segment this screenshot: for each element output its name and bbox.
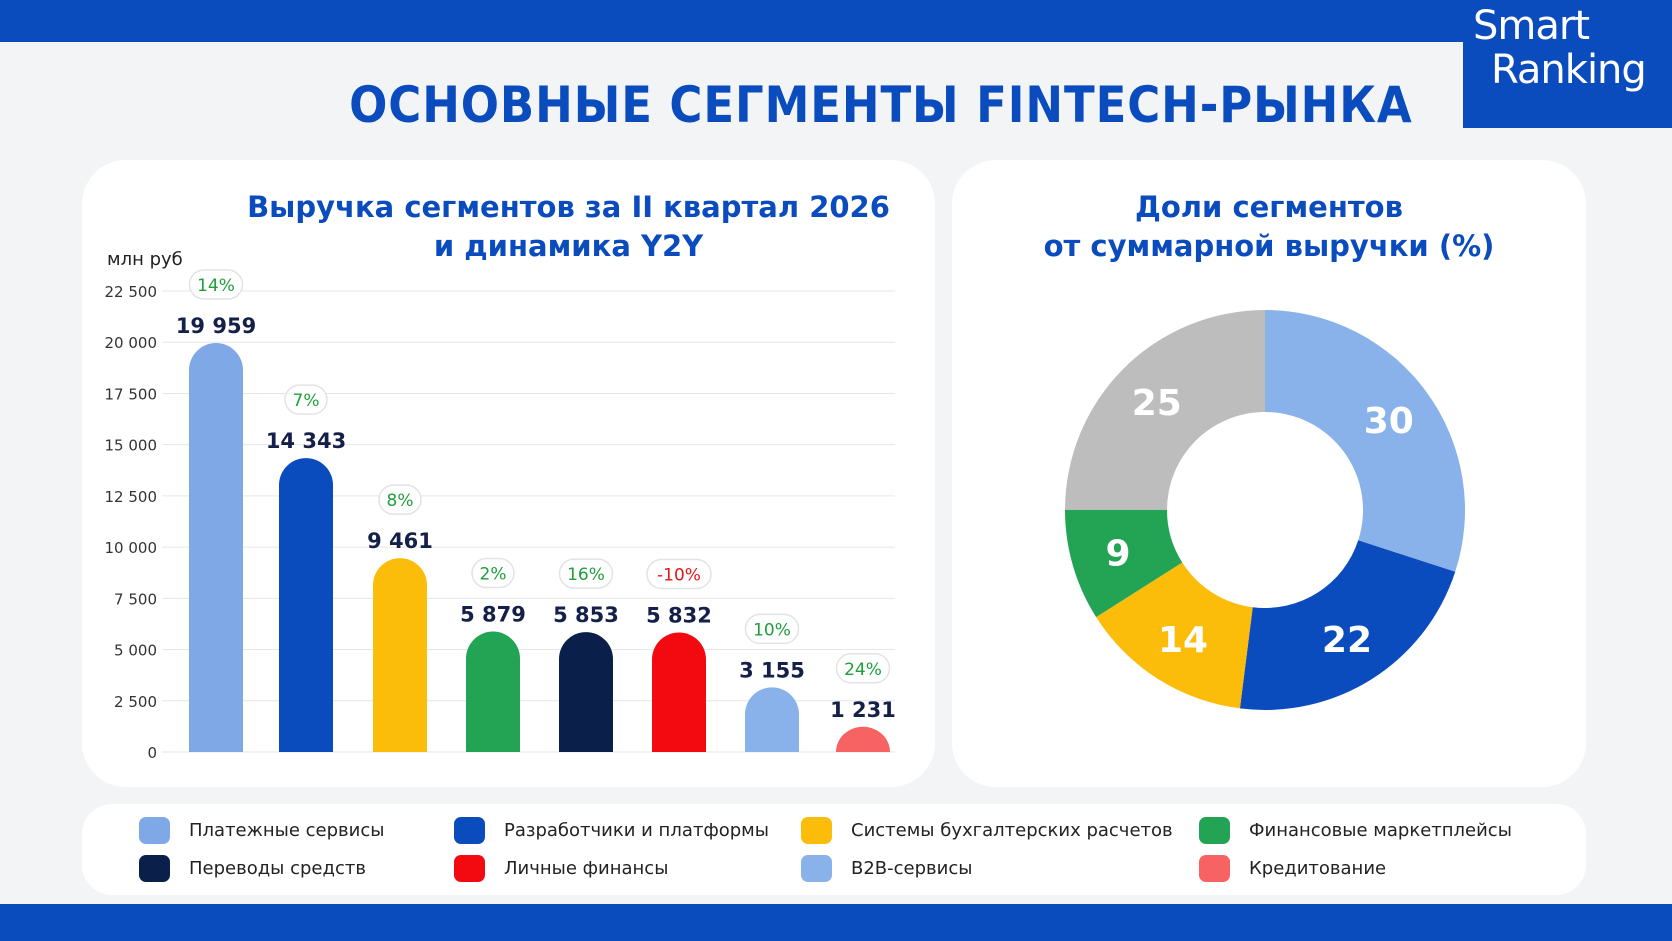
bar xyxy=(559,632,613,752)
donut-slice xyxy=(1265,310,1466,572)
bar xyxy=(466,631,520,752)
bar xyxy=(189,343,243,752)
donut-slice xyxy=(1239,540,1456,710)
donut-slice-label: 22 xyxy=(1322,620,1372,661)
pie-chart-title-line-1: Доли сегментов xyxy=(1135,190,1403,224)
growth-label: 7% xyxy=(293,391,320,411)
legend-item: Системы бухгалтерских расчетов xyxy=(801,817,1173,844)
legend-item: Разработчики и платформы xyxy=(454,817,769,844)
bar xyxy=(279,458,333,752)
donut-slice xyxy=(1096,562,1253,709)
bar-value-label: 1 231 xyxy=(830,698,896,722)
y-tick-label: 7 500 xyxy=(114,590,157,608)
legend-card xyxy=(82,804,1586,895)
bar-chart-title-line-1: Выручка сегментов за II квартал 2026 xyxy=(247,190,890,224)
bar-value-label: 5 879 xyxy=(460,603,526,627)
legend-label: Личные финансы xyxy=(504,858,669,879)
legend-item: Переводы средств xyxy=(139,855,366,882)
growth-label: 14% xyxy=(197,276,235,296)
legend-swatch xyxy=(139,817,170,844)
legend-item: Платежные сервисы xyxy=(139,817,384,844)
legend-swatch xyxy=(1199,817,1230,844)
legend-label: Системы бухгалтерских расчетов xyxy=(851,820,1173,841)
y-tick-label: 10 000 xyxy=(105,539,158,557)
legend-label: Финансовые маркетплейсы xyxy=(1249,820,1512,841)
donut-slice-label: 14 xyxy=(1158,620,1208,661)
legend-item: Финансовые маркетплейсы xyxy=(1199,817,1512,844)
legend-label: Платежные сервисы xyxy=(189,820,385,841)
growth-pill xyxy=(378,484,422,515)
growth-pill xyxy=(835,653,891,684)
y-tick-label: 5 000 xyxy=(114,642,157,660)
pie-chart-title-line-2: от суммарной выручки (%) xyxy=(1043,229,1495,263)
bar-value-label: 5 853 xyxy=(553,603,619,627)
bar-chart-title: Выручка сегментов за II квартал 2026 и д… xyxy=(82,188,935,266)
bar xyxy=(652,632,706,752)
bar xyxy=(373,558,427,752)
top-band xyxy=(0,0,1672,42)
legend-label: Разработчики и платформы xyxy=(504,820,769,841)
y-tick-label: 15 000 xyxy=(105,437,158,455)
legend-label: B2B-сервисы xyxy=(851,858,973,879)
y-tick-label: 22 500 xyxy=(105,283,158,301)
legend-item: Кредитование xyxy=(1199,855,1386,882)
growth-label: 10% xyxy=(753,620,791,640)
y-tick-label: 20 000 xyxy=(105,334,158,352)
growth-label: 16% xyxy=(567,565,605,585)
growth-label: 8% xyxy=(387,491,414,511)
smart-ranking-logo: Smart Ranking xyxy=(1463,0,1672,128)
growth-label: 2% xyxy=(480,565,507,585)
y-axis-unit: млн руб xyxy=(107,249,183,270)
bar-value-label: 5 832 xyxy=(646,604,712,628)
legend-item: B2B-сервисы xyxy=(801,855,972,882)
legend-swatch xyxy=(801,855,832,882)
legend-swatch xyxy=(454,817,485,844)
bar xyxy=(745,687,799,752)
legend-label: Переводы средств xyxy=(189,858,366,879)
growth-label: -10% xyxy=(657,566,701,586)
legend-swatch xyxy=(1199,855,1230,882)
logo-line-2: Ranking xyxy=(1491,47,1647,93)
growth-pill xyxy=(558,558,614,589)
bar-value-label: 3 155 xyxy=(739,658,805,682)
bar xyxy=(836,726,890,752)
growth-pill xyxy=(188,269,244,300)
growth-label: 24% xyxy=(844,660,882,680)
page-title: ОСНОВНЫЕ СЕГМЕНТЫ FINTECH-РЫНКА xyxy=(349,76,1413,134)
growth-pill xyxy=(744,613,800,645)
legend-swatch xyxy=(801,817,832,844)
legend-label: Кредитование xyxy=(1249,858,1387,879)
donut-slice xyxy=(1065,310,1265,510)
bar-chart-title-line-2: и динамика Y2Y xyxy=(433,229,704,263)
bar-value-label: 19 959 xyxy=(176,314,256,338)
legend-swatch xyxy=(139,855,170,882)
growth-pill xyxy=(471,557,515,589)
y-tick-label: 0 xyxy=(147,744,157,762)
bottom-band xyxy=(0,904,1672,941)
donut-slice xyxy=(1065,510,1183,618)
donut-slice-label: 30 xyxy=(1364,401,1414,442)
bar-value-label: 9 461 xyxy=(367,529,433,553)
growth-pill xyxy=(646,558,712,590)
legend-item: Личные финансы xyxy=(454,855,668,882)
y-tick-label: 17 500 xyxy=(105,385,158,403)
bar-value-label: 14 343 xyxy=(266,429,346,453)
growth-pill xyxy=(284,384,328,415)
logo-line-1: Smart xyxy=(1473,3,1590,49)
y-tick-label: 2 500 xyxy=(114,693,157,711)
pie-chart-title: Доли сегментов от суммарной выручки (%) xyxy=(952,188,1586,266)
y-tick-label: 12 500 xyxy=(105,488,158,506)
legend-swatch xyxy=(454,855,485,882)
donut-slice-label: 9 xyxy=(1106,534,1131,575)
donut-slice-label: 25 xyxy=(1132,383,1182,424)
